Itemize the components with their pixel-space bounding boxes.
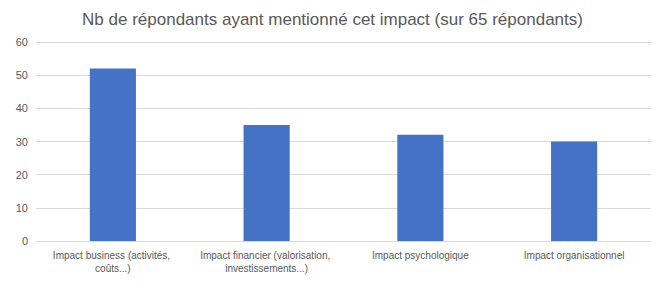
svg-text:coûts...): coûts...) [95, 263, 131, 274]
svg-text:20: 20 [16, 169, 28, 181]
svg-text:Impact psychologique: Impact psychologique [372, 250, 469, 261]
svg-text:40: 40 [16, 102, 28, 114]
svg-text:0: 0 [22, 235, 28, 247]
svg-text:60: 60 [16, 36, 28, 48]
svg-text:Nb de répondants ayant mention: Nb de répondants ayant mentionné cet imp… [82, 10, 583, 29]
svg-text:50: 50 [16, 69, 28, 81]
svg-text:10: 10 [16, 202, 28, 214]
svg-text:Impact business (activités,: Impact business (activités, [53, 250, 173, 261]
svg-text:30: 30 [16, 136, 28, 148]
svg-text:Impact organisationnel: Impact organisationnel [524, 250, 625, 261]
svg-text:Impact financier (valorisation: Impact financier (valorisation, [200, 250, 333, 261]
svg-text:investissements...): investissements...) [225, 263, 308, 274]
